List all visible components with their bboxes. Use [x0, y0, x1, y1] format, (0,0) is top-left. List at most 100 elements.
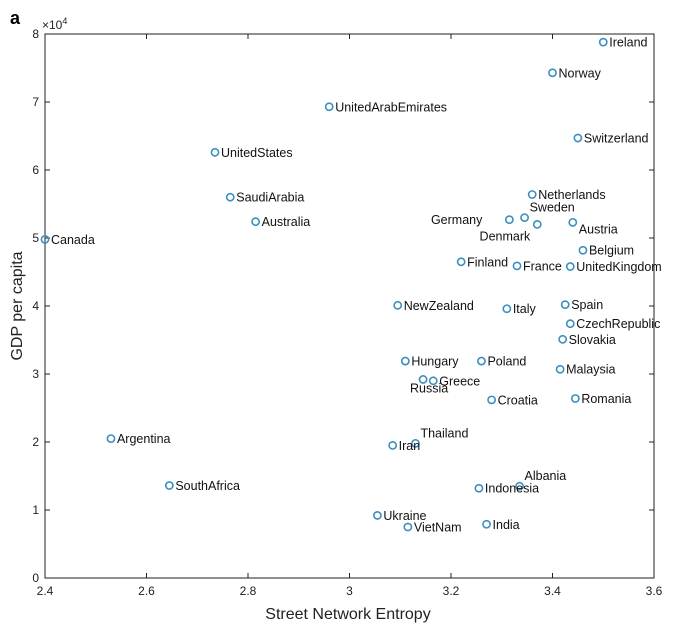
data-point: [548, 68, 557, 78]
point-label: France: [523, 259, 562, 273]
point-label: Ireland: [609, 36, 647, 50]
point-label: Norway: [559, 66, 602, 80]
data-point: [428, 376, 438, 386]
y-tick-label: 5: [32, 231, 39, 245]
point-label: SouthAfrica: [175, 479, 240, 493]
y-axis-label: GDP per capita: [9, 251, 26, 360]
data-point: [411, 438, 420, 448]
point-label: NewZealand: [404, 299, 474, 313]
data-point: [106, 434, 116, 443]
data-point: [400, 356, 410, 366]
data-point: [373, 511, 382, 520]
point-label: Malaysia: [566, 363, 615, 377]
data-point: [598, 37, 608, 47]
point-label: Poland: [487, 355, 526, 369]
data-point: [225, 192, 235, 202]
point-label: Denmark: [480, 229, 531, 243]
y-axis-multiplier: ×104: [42, 16, 68, 32]
axes: 2.4 2.6 2.8 3 3.2 3.4 3.6 0 1 2 3 4 5 6 7 8: [32, 27, 662, 598]
data-point: [558, 334, 568, 344]
point-label: Switzerland: [584, 132, 649, 146]
x-tick-label: 3.2: [443, 584, 460, 598]
data-point: [210, 147, 220, 157]
data-point: [477, 356, 486, 366]
data-point: [527, 190, 537, 199]
y-tick-label: 1: [32, 503, 39, 517]
point-label: Sweden: [530, 201, 575, 215]
x-tick-label: 2.6: [138, 584, 155, 598]
point-label: Greece: [439, 374, 480, 388]
point-label: Finland: [467, 255, 508, 269]
point-label: Iran: [399, 439, 421, 453]
point-label: Slovakia: [569, 333, 616, 347]
x-tick-label: 2.4: [37, 584, 54, 598]
point-label: CzechRepublic: [576, 317, 660, 331]
point-label: Argentina: [117, 432, 171, 446]
point-label: UnitedArabEmirates: [335, 100, 447, 114]
data-point: [573, 133, 583, 143]
data-point: [555, 364, 565, 374]
y-tick-label: 3: [32, 367, 39, 381]
data-point: [403, 522, 413, 532]
point-label: Belgium: [589, 244, 634, 258]
point-label: Italy: [513, 302, 537, 316]
point-label: Albania: [525, 469, 567, 483]
data-point: [164, 481, 174, 490]
point-label: Austria: [579, 222, 618, 236]
point-label: Russia: [410, 381, 448, 395]
point-label: Hungary: [411, 355, 459, 369]
data-point: [520, 213, 529, 222]
data-point: [502, 304, 512, 314]
point-label: Croatia: [498, 393, 538, 407]
x-axis-label: Street Network Entropy: [265, 606, 430, 623]
y-tick-label: 8: [32, 27, 39, 41]
data-points: [40, 37, 608, 532]
point-label: Thailand: [420, 426, 468, 440]
data-point: [515, 481, 524, 491]
point-label: Netherlands: [538, 188, 605, 202]
data-point: [504, 215, 514, 225]
data-point: [482, 519, 491, 529]
data-point: [532, 219, 542, 229]
y-tick-label: 7: [32, 95, 39, 109]
data-point: [251, 217, 261, 227]
x-tick-label: 2.8: [240, 584, 257, 598]
y-tick-label: 6: [32, 163, 39, 177]
point-label: UnitedKingdom: [576, 260, 661, 274]
data-point: [487, 395, 496, 405]
point-label: Ukraine: [383, 509, 426, 523]
y-tick-label: 2: [32, 435, 39, 449]
point-label: Australia: [262, 215, 311, 229]
data-point: [512, 261, 522, 271]
point-label: UnitedStates: [221, 146, 293, 160]
x-tick-label: 3.6: [646, 584, 663, 598]
data-point: [324, 102, 334, 112]
data-point: [578, 245, 588, 255]
point-label: SaudiArabia: [236, 191, 304, 205]
x-tick-label: 3.4: [544, 584, 561, 598]
data-point: [40, 234, 50, 244]
data-point: [568, 217, 578, 227]
point-labels: Ireland Norway UnitedArabEmirates Switzerla…: [51, 36, 662, 535]
data-point: [388, 440, 398, 450]
data-point: [570, 394, 580, 403]
panel-letter: a: [10, 8, 21, 28]
point-label: Indonesia: [485, 482, 539, 496]
point-label: Romania: [581, 392, 631, 406]
data-point: [560, 300, 570, 310]
data-point: [418, 375, 428, 384]
point-label: Canada: [51, 233, 95, 247]
data-point: [565, 262, 575, 271]
data-point: [393, 300, 403, 310]
point-label: VietNam: [414, 521, 462, 535]
y-tick-label: 0: [32, 571, 39, 585]
point-label: Germany: [431, 213, 483, 227]
x-tick-label: 3: [346, 584, 353, 598]
y-tick-label: 4: [32, 299, 39, 313]
data-point: [474, 483, 484, 493]
data-point: [565, 319, 575, 329]
point-label: India: [493, 518, 520, 532]
point-label: Spain: [571, 298, 603, 312]
data-point: [456, 257, 466, 267]
